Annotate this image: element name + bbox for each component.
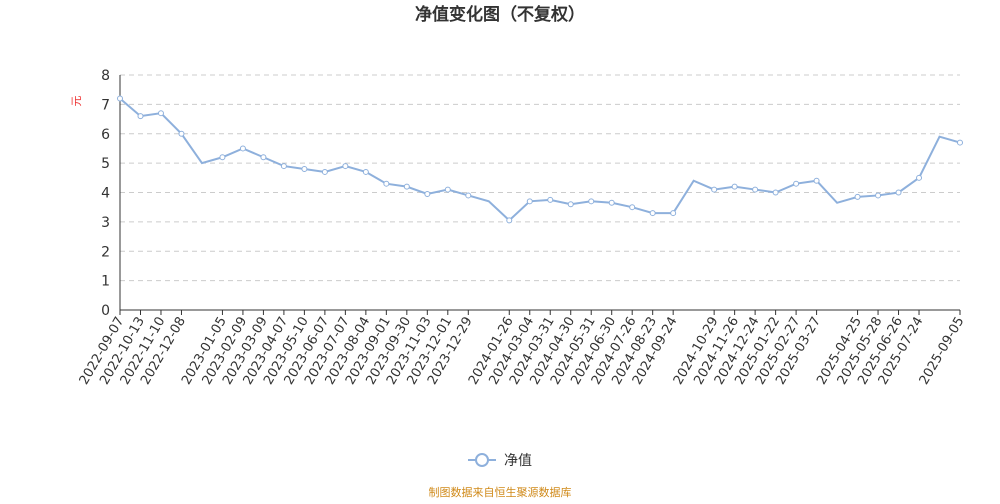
point-marker — [649, 210, 656, 217]
point-marker — [711, 186, 718, 193]
point-marker — [280, 163, 287, 170]
point-marker — [813, 177, 820, 184]
point-marker — [772, 189, 779, 196]
point-marker — [854, 193, 861, 200]
point-marker — [567, 201, 574, 208]
y-tick-label: 2 — [101, 244, 110, 260]
point-marker — [157, 110, 164, 117]
point-marker — [895, 189, 902, 196]
point-marker — [547, 196, 554, 203]
point-marker — [916, 174, 923, 181]
point-marker — [608, 199, 615, 206]
point-marker — [383, 180, 390, 187]
point-marker — [137, 113, 144, 120]
y-tick-label: 0 — [101, 303, 110, 319]
point-marker — [957, 139, 963, 146]
point-marker — [588, 198, 595, 205]
source-note: 制图数据来自恒生聚源数据库 — [429, 485, 572, 499]
y-tick-label: 1 — [101, 274, 110, 290]
point-marker — [444, 186, 451, 193]
line-series — [119, 97, 961, 222]
y-tick-label: 6 — [101, 127, 110, 143]
point-marker — [117, 95, 123, 102]
point-marker — [670, 210, 677, 217]
y-tick-label: 8 — [101, 68, 110, 84]
point-marker — [260, 154, 267, 161]
y-tick-label: 5 — [101, 156, 110, 172]
point-marker — [875, 192, 882, 199]
point-marker — [424, 190, 431, 197]
point-marker — [526, 198, 533, 205]
point-marker — [465, 192, 472, 199]
point-marker — [752, 186, 759, 193]
point-marker — [793, 180, 800, 187]
point-marker — [342, 163, 349, 170]
point-marker — [403, 183, 410, 190]
point-marker — [178, 130, 185, 137]
legend-label: 净值 — [504, 453, 532, 469]
point-marker — [301, 166, 308, 172]
point-marker — [731, 183, 738, 190]
point-marker — [321, 168, 328, 175]
point-marker — [239, 145, 246, 152]
legend-marker — [475, 453, 489, 467]
y-tick-label: 4 — [101, 186, 110, 202]
point-marker — [629, 204, 636, 211]
point-marker — [506, 217, 513, 224]
y-axis-label: 元 — [70, 96, 83, 107]
y-tick-label: 7 — [101, 97, 110, 113]
chart-title: 净值变化图（不复权） — [415, 4, 585, 25]
y-tick-label: 3 — [101, 215, 110, 231]
point-marker — [219, 154, 226, 161]
point-marker — [362, 168, 369, 175]
